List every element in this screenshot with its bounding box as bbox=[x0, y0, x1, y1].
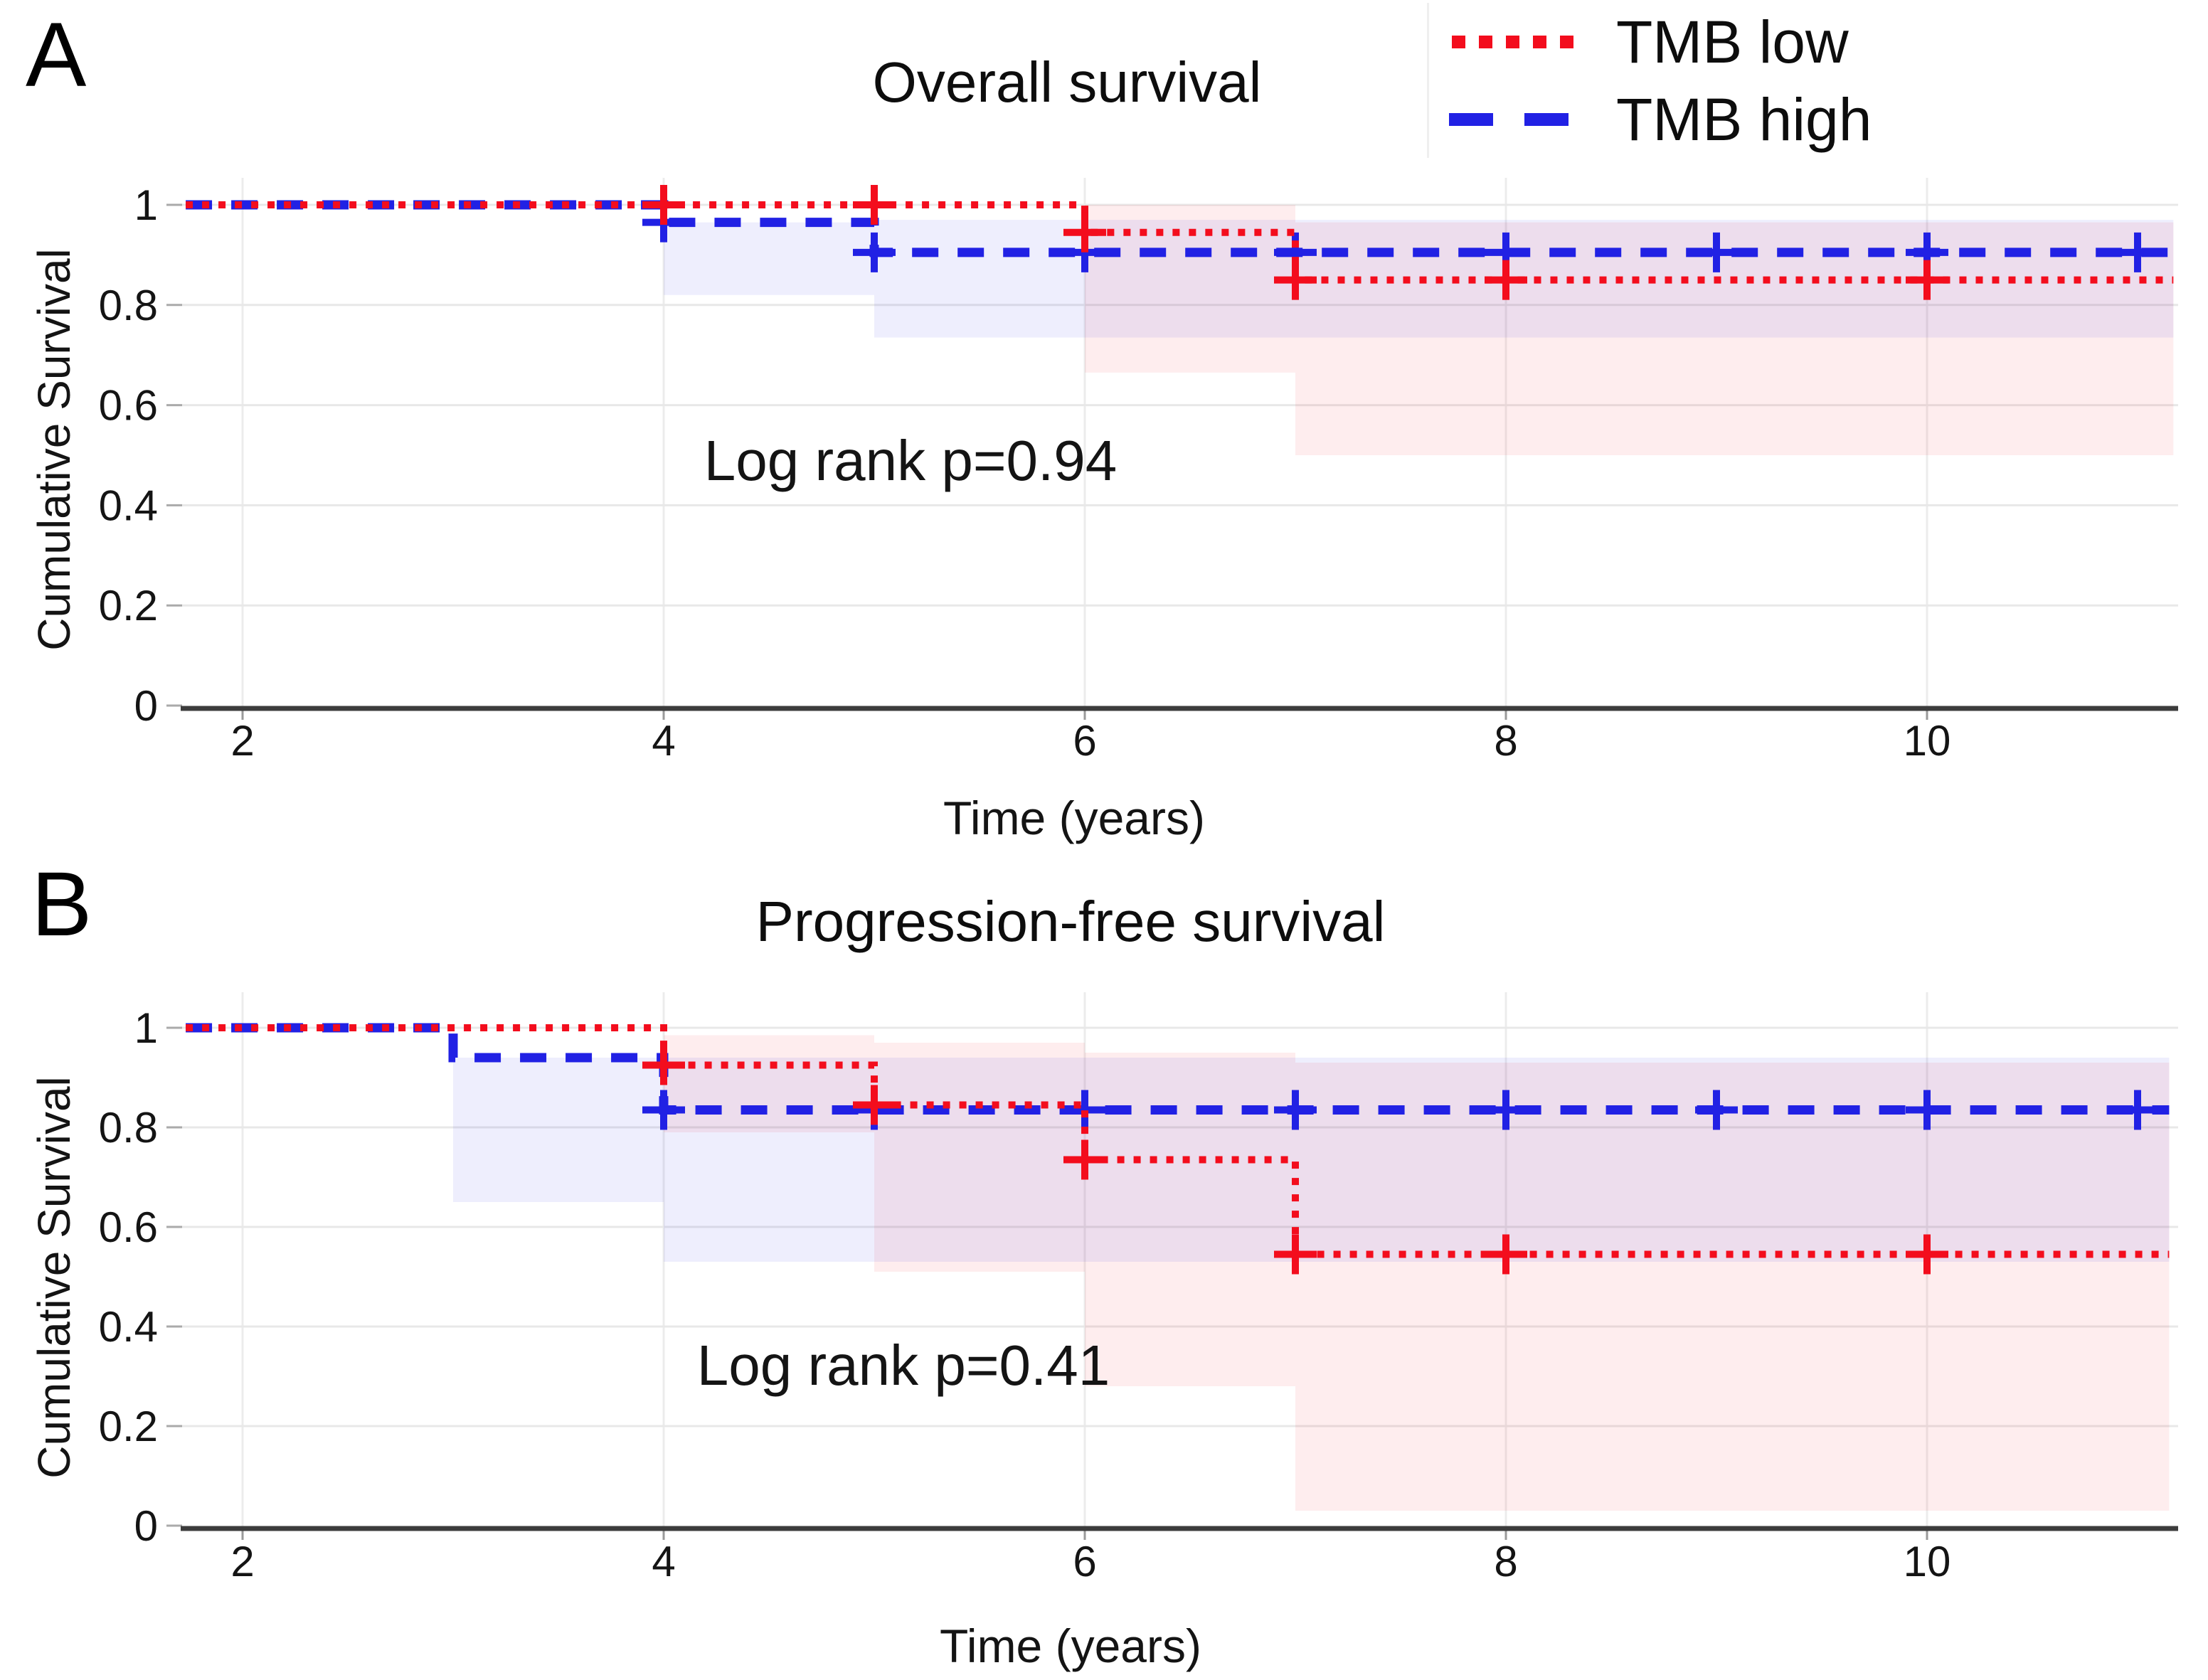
legend: TMB low TMB high bbox=[1427, 3, 1937, 158]
ci-band bbox=[874, 1043, 1085, 1272]
panel-b-logrank-annotation: Log rank p=0.41 bbox=[696, 1334, 1110, 1397]
legend-label-tmb-low: TMB low bbox=[1616, 8, 1849, 75]
x-tick-label: 10 bbox=[1904, 717, 1951, 765]
panel-a-plot: 2 4 6 8 10 0 0.2 0.4 0.6 0.8 1 bbox=[99, 178, 2178, 765]
panel-a-y-axis-label: Cumulative Survival bbox=[28, 248, 80, 651]
x-tick-label: 2 bbox=[230, 717, 254, 765]
y-tick-label: 0.4 bbox=[99, 482, 158, 529]
ci-band bbox=[664, 222, 874, 295]
y-tick-label: 1 bbox=[134, 181, 158, 229]
y-tick-label: 0 bbox=[134, 1502, 158, 1550]
panel-a-x-axis-label: Time (years) bbox=[943, 792, 1205, 844]
x-tick-label: 2 bbox=[230, 1538, 254, 1585]
y-tick-label: 0.8 bbox=[99, 1104, 158, 1152]
ci-band bbox=[664, 1058, 2170, 1262]
tmb-high-line-swatch-icon bbox=[1449, 112, 1583, 126]
x-tick-label: 8 bbox=[1494, 717, 1517, 765]
panel-b-plot: 2 4 6 8 10 0 0.2 0.4 0.6 0.8 1 bbox=[99, 992, 2178, 1585]
legend-label-tmb-high: TMB high bbox=[1616, 85, 1872, 153]
x-tick-label: 6 bbox=[1073, 1538, 1096, 1585]
y-tick-label: 0.2 bbox=[99, 1403, 158, 1450]
ci-band bbox=[664, 1035, 874, 1132]
ci-band bbox=[1295, 222, 2174, 455]
y-tick-label: 0.6 bbox=[99, 382, 158, 430]
panel-a-title: Overall survival bbox=[872, 50, 1262, 114]
panel-b-y-axis-label: Cumulative Survival bbox=[28, 1076, 80, 1479]
ci-band bbox=[453, 1058, 664, 1202]
y-tick-label: 1 bbox=[134, 1004, 158, 1052]
series-line-tmb-low bbox=[186, 201, 2174, 284]
x-tick-label: 8 bbox=[1494, 1538, 1517, 1585]
x-tick-label: 6 bbox=[1073, 717, 1096, 765]
x-tick-label: 10 bbox=[1904, 1538, 1951, 1585]
panel-b-x-axis-label: Time (years) bbox=[940, 1620, 1201, 1672]
x-tick-label: 4 bbox=[652, 1538, 675, 1585]
legend-item-tmb-low: TMB low bbox=[1446, 5, 1937, 79]
tmb-low-line-swatch-icon bbox=[1452, 35, 1580, 48]
x-tick-label: 4 bbox=[652, 717, 675, 765]
y-tick-label: 0.2 bbox=[99, 582, 158, 629]
y-tick-label: 0.4 bbox=[99, 1303, 158, 1351]
series-line-tmb-high bbox=[186, 200, 2174, 257]
panel-a-logrank-annotation: Log rank p=0.94 bbox=[704, 429, 1118, 492]
y-tick-label: 0 bbox=[134, 682, 158, 730]
y-tick-label: 0.8 bbox=[99, 282, 158, 329]
ci-band bbox=[1295, 1063, 2170, 1511]
legend-item-tmb-high: TMB high bbox=[1446, 83, 1937, 156]
y-tick-label: 0.6 bbox=[99, 1203, 158, 1251]
panel-b-title: Progression-free survival bbox=[755, 890, 1386, 953]
panel-a-label: A bbox=[26, 4, 87, 106]
panel-b-label: B bbox=[31, 854, 92, 955]
